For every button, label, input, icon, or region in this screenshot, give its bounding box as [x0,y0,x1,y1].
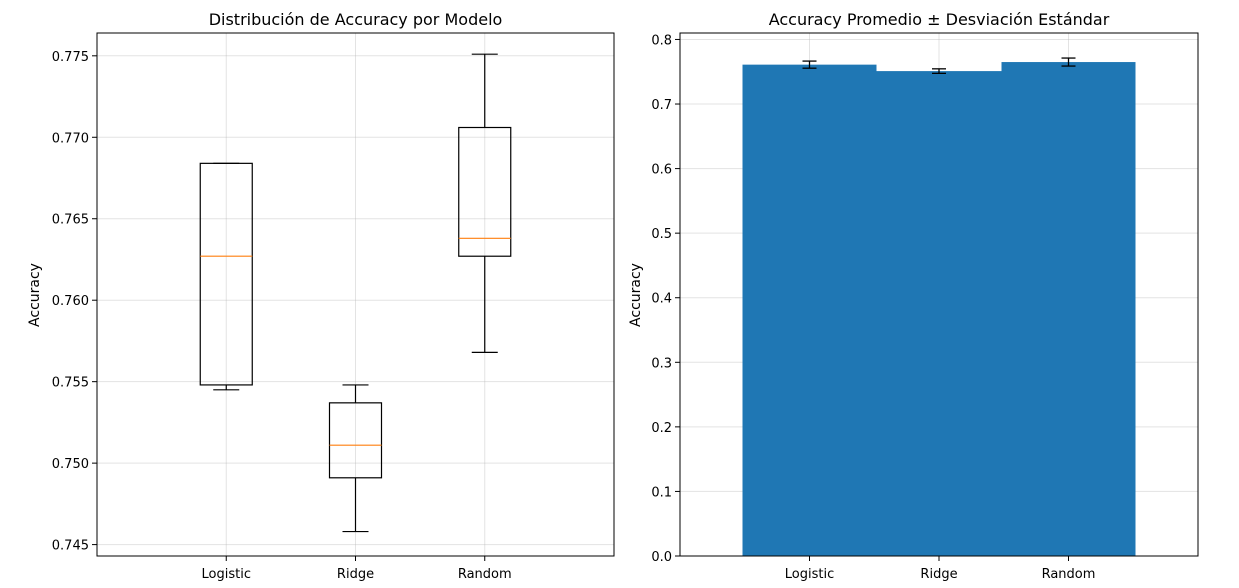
bar-chart-ytick-label: 0.7 [651,98,672,113]
bar [1001,62,1136,557]
bar-random [1001,57,1136,557]
box-plot-ytick-label: 0.745 [52,539,89,554]
box-ridge [328,384,383,533]
bar-chart-ytick-label: 0.2 [651,421,672,436]
bar [872,71,1006,556]
bar-chart-ytick-label: 0.3 [651,356,672,371]
bar-chart-ytick-label: 0.5 [651,227,672,242]
box-plot-ytick-label: 0.760 [52,294,89,309]
bar [742,64,877,556]
bar-chart-ytick-label: 0.0 [651,550,672,565]
box-plot-xtick-label: Logistic [202,567,251,582]
bar-chart-title: Accuracy Promedio ± Desviación Estándar [769,10,1110,29]
bar-chart-xtick-label: Logistic [785,567,834,582]
bar-chart-ytick-label: 0.4 [651,292,672,307]
box-logistic [199,162,253,391]
iqr-box [458,126,512,257]
box-plot-title: Distribución de Accuracy por Modelo [209,10,503,29]
bar-chart-ytick-label: 0.1 [651,485,672,500]
box-plot-xtick-label: Ridge [337,567,374,582]
box-plot-ytick-label: 0.750 [52,457,89,472]
bar-logistic [742,60,877,556]
bar-chart-panel: Accuracy Promedio ± Desviación Estándar … [628,10,1199,582]
box-plot-panel: Distribución de Accuracy por Modelo 0.74… [27,10,615,582]
bar-chart-xtick-label: Random [1042,567,1096,582]
bar-chart-xtick-label: Ridge [920,567,957,582]
box-plot-xtick-label: Random [458,567,512,582]
box-plot-ytick-label: 0.775 [52,50,89,65]
box-plot-ytick-label: 0.770 [52,131,89,146]
box-plot-ytick-label: 0.765 [52,213,89,228]
bar-chart-ylabel: Accuracy [628,263,644,327]
box-plot-ytick-label: 0.755 [52,376,89,391]
bar-chart-ytick-label: 0.6 [651,163,672,178]
iqr-box [199,162,253,386]
bar-chart-ytick-label: 0.8 [651,33,672,48]
iqr-box [328,402,383,479]
bar-ridge [872,68,1006,556]
box-random [458,53,512,353]
box-plot-ylabel: Accuracy [27,263,43,327]
